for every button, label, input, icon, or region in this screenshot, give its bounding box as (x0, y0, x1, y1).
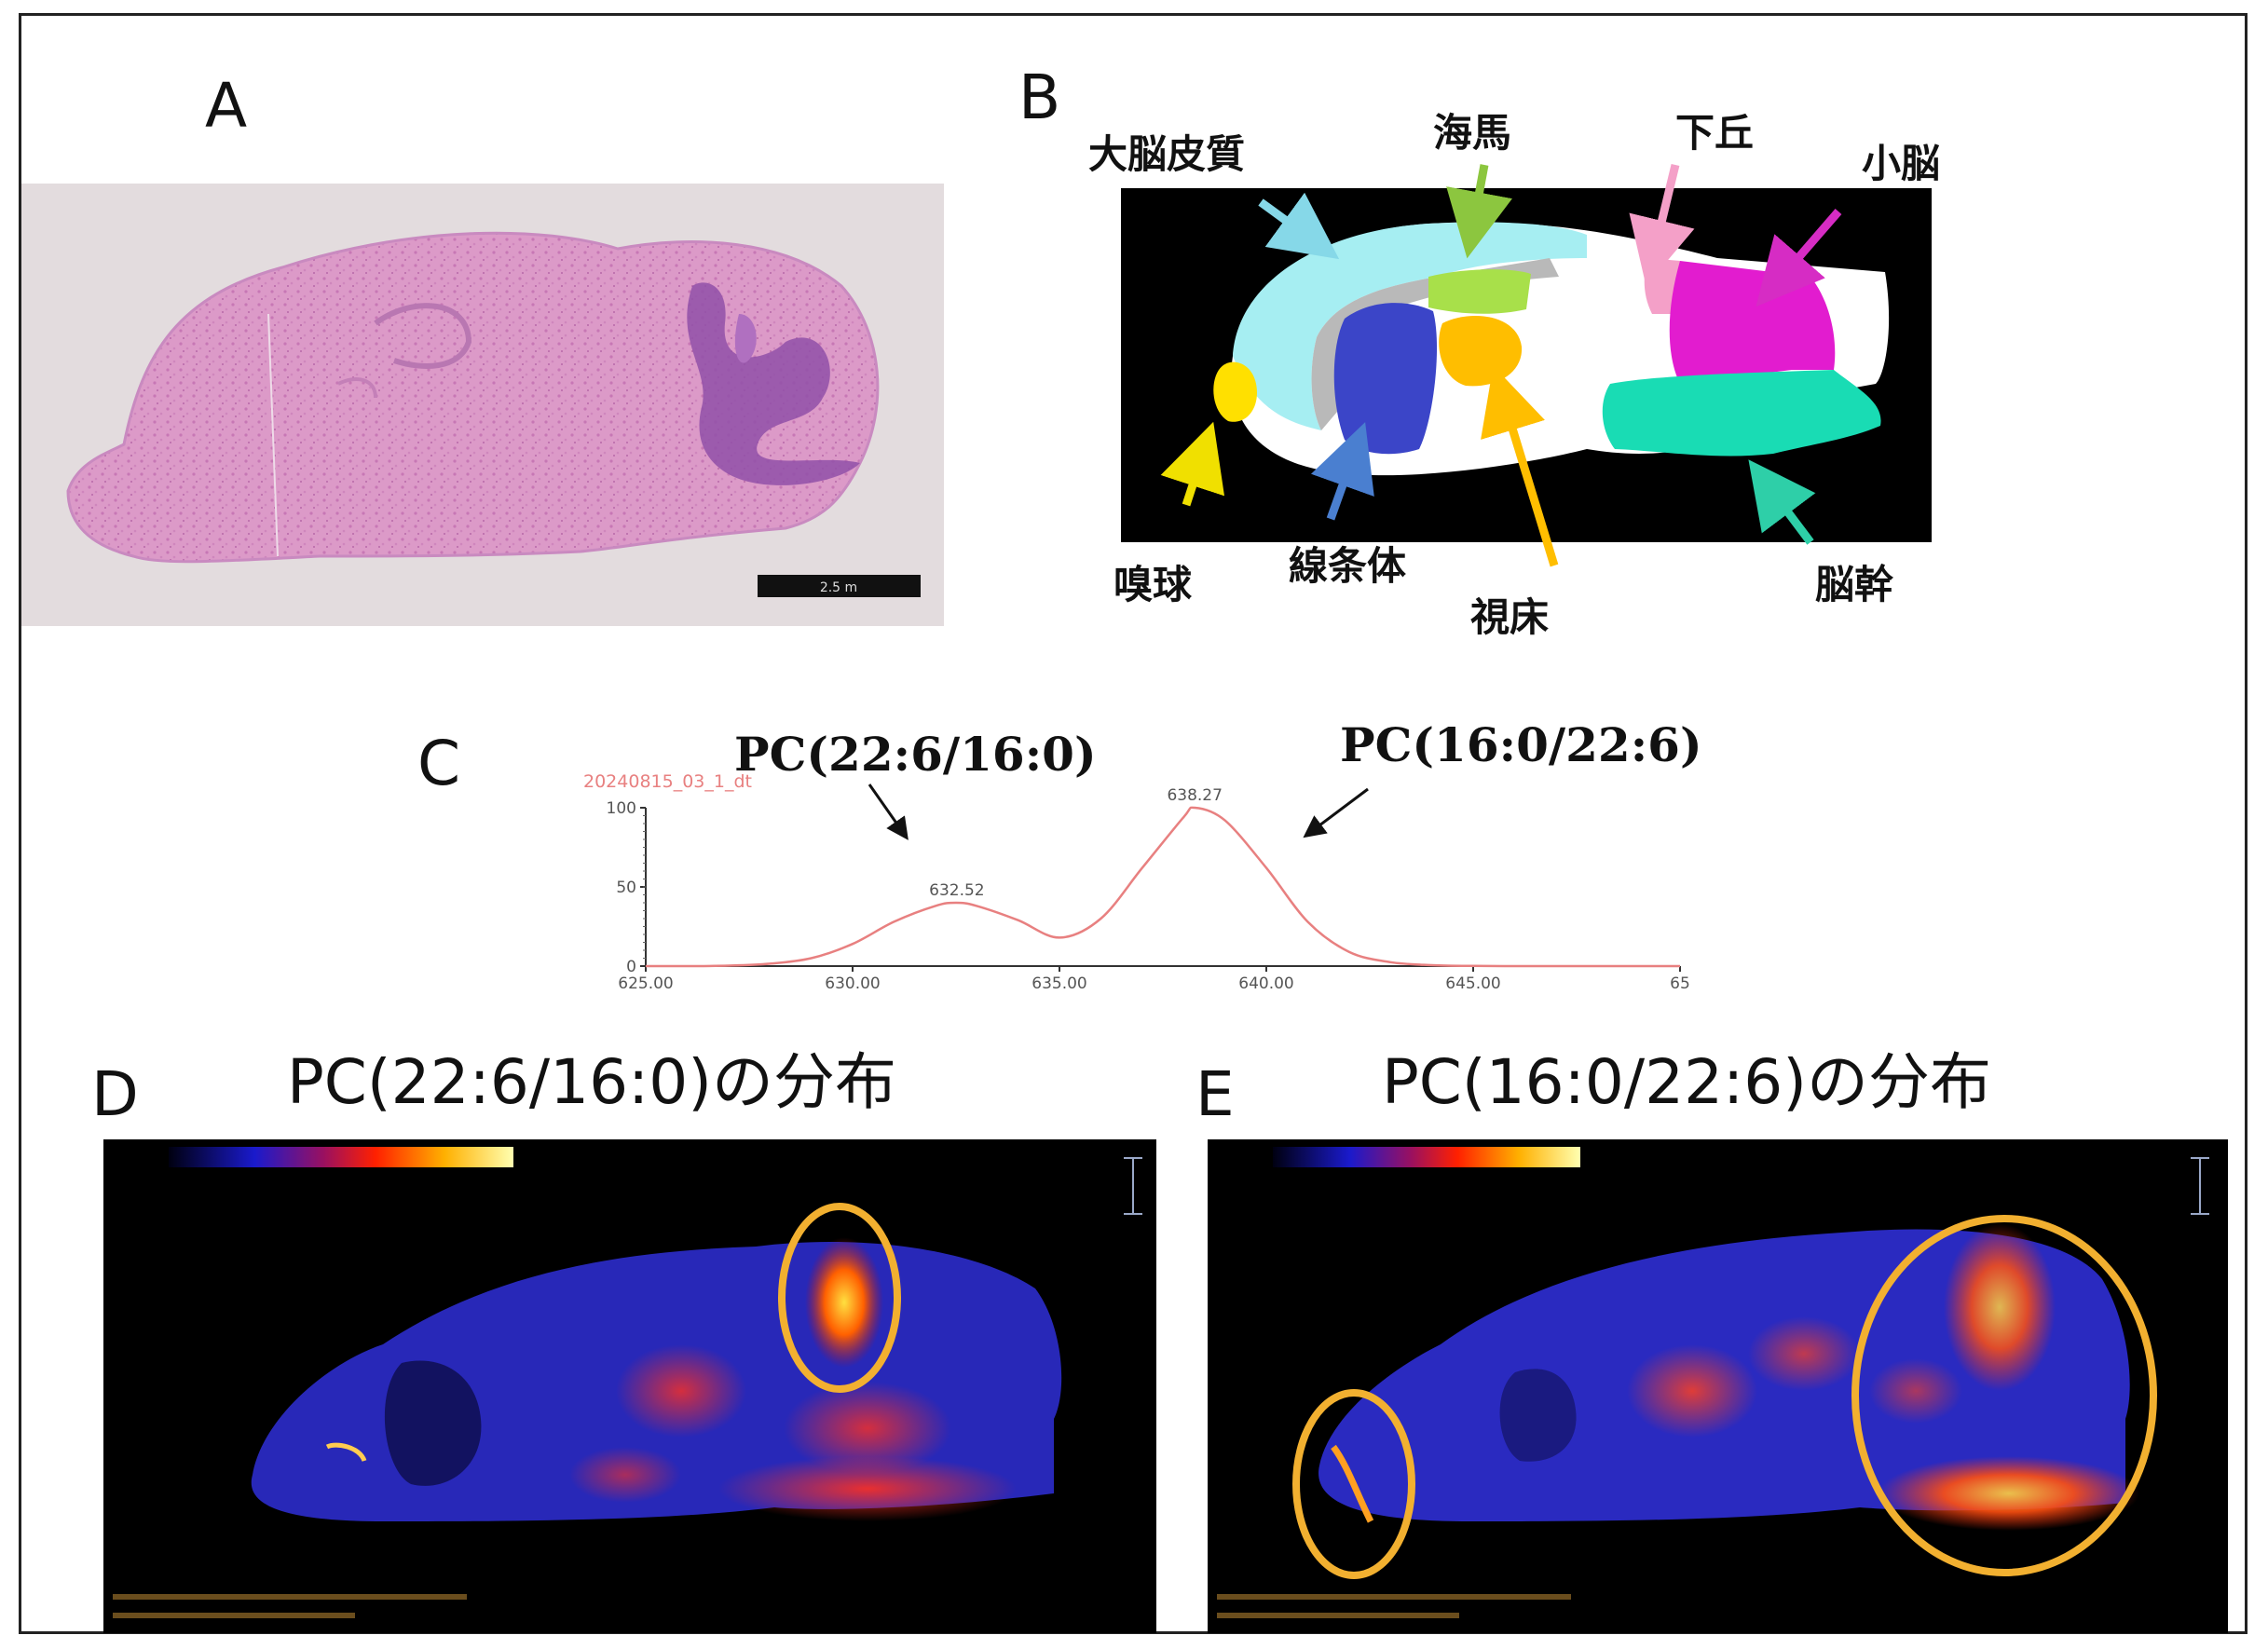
arrow-peak-left (868, 784, 909, 840)
arrow-olfactory (1160, 421, 1225, 507)
label-cerebellum: 小脳 (1862, 141, 1941, 186)
arrow-colliculus (1629, 163, 1695, 286)
panel-a-scale-label: 2.5 m (820, 580, 857, 595)
region-cortex (1233, 222, 1587, 430)
region-striatum (1333, 303, 1438, 455)
label-hippocampus: 海馬 (1433, 110, 1512, 156)
label-brainstem: 脳幹 (1815, 562, 1894, 607)
chart-series-line (645, 806, 1680, 968)
panel-b-letter: B (1018, 61, 1061, 133)
label-cortex: 大脳皮質 (1088, 131, 1246, 177)
region-grey-band (1311, 258, 1559, 430)
chart-x-tick-label: 630.00 (825, 974, 880, 993)
panel-d-title: PC(22:6/16:0)の分布 (287, 1046, 897, 1118)
label-thalamus: 視床 (1470, 594, 1550, 640)
panel-a-letter: A (205, 70, 248, 142)
arrow-thalamus (1481, 365, 1559, 567)
arrow-cerebellum (1756, 209, 1842, 307)
panel-c-letter: C (417, 728, 461, 799)
label-striatum: 線条体 (1289, 543, 1407, 589)
chart-x-tick-label: 625.00 (618, 974, 673, 993)
chart-x-tick-label: 645.00 (1445, 974, 1500, 993)
panel-e-title: PC(16:0/22:6)の分布 (1382, 1046, 1992, 1118)
panel-e-letter: E (1195, 1058, 1235, 1130)
region-hippocampus (1428, 269, 1531, 314)
chart-peak-labels: 632.52 638.27 (929, 786, 1223, 900)
chart-peak-label: 632.52 (929, 881, 984, 900)
panel-b-arrows (868, 163, 1842, 840)
arrow-cortex (1258, 192, 1340, 260)
label-olfactory: 嗅球 (1114, 562, 1193, 607)
panel-e-ms-image (1208, 1139, 2228, 1633)
chart-peak-label: 638.27 (1167, 786, 1222, 805)
panel-d-letter: D (91, 1058, 139, 1130)
chart-y-tick-label: 0 (626, 958, 636, 976)
chart-x-tick-label: 635.00 (1032, 974, 1086, 993)
peak-right-label: PC(16:0/22:6) (1340, 717, 1702, 772)
panel-c-spectrum-chart: 20240815_03_1_dt 625.00 630.00 635.00 640.0… (583, 771, 1689, 993)
highlight-ellipse-cerebellum-e (1851, 1215, 2157, 1576)
chart-file-label: 20240815_03_1_dt (583, 771, 752, 792)
arrow-peak-right (1303, 787, 1369, 838)
figure-frame: A 2.5 m B (19, 13, 2248, 1634)
chart-x-tick-label: 640.00 (1238, 974, 1293, 993)
region-olfactory (1213, 361, 1257, 422)
label-colliculus: 下丘 (1675, 110, 1755, 156)
panel-d-ms-image (103, 1139, 1156, 1633)
chart-y-tick-label: 50 (616, 879, 636, 897)
peak-left-label: PC(22:6/16:0) (734, 727, 1097, 782)
arrow-hippocampus (1446, 164, 1512, 259)
arrow-striatum (1310, 422, 1374, 521)
chart-x-tick-label: 65 (1670, 974, 1689, 993)
arrow-brainstem (1748, 459, 1816, 545)
highlight-ellipse-cerebellum (778, 1203, 901, 1393)
highlight-ellipse-olfactory (1292, 1389, 1415, 1579)
panel-a-histology-image: 2.5 m (21, 184, 944, 626)
region-brainstem (1602, 370, 1881, 457)
chart-y-tick-label: 100 (607, 799, 636, 818)
